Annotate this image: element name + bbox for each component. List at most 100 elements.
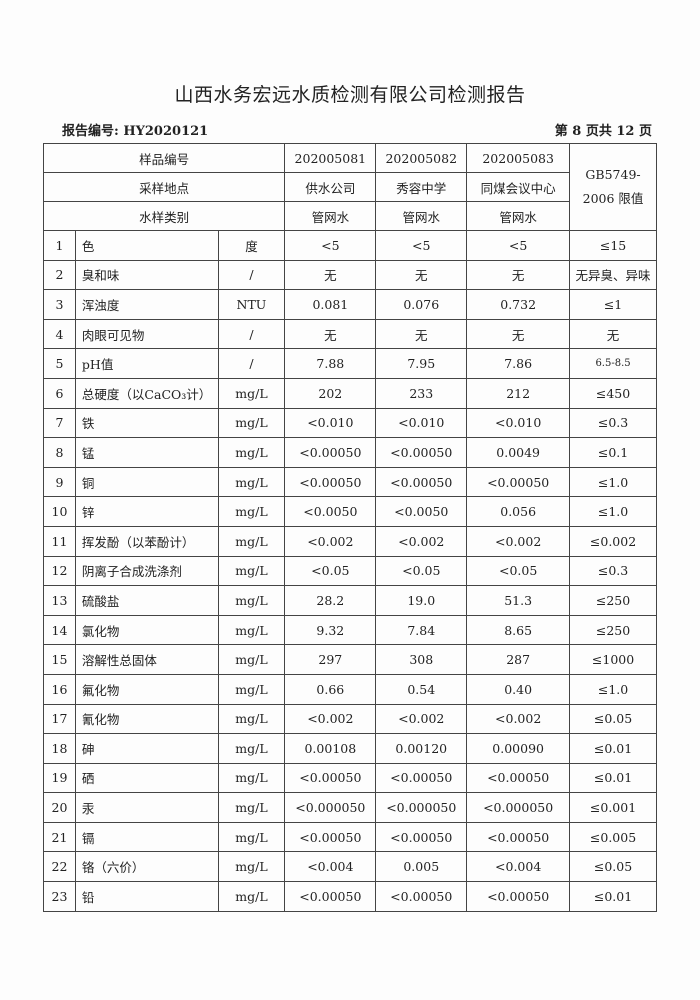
page-info: 第 8 页共 12 页 [554, 124, 652, 139]
limit-value: 6.5-8.5 [569, 348, 657, 379]
limit-value: ≤0.001 [569, 792, 657, 823]
sample-1-value: <0.00050 [284, 821, 377, 853]
parameter-name: 溶解性总固体 [74, 644, 219, 675]
limit-value: ≤450 [569, 377, 657, 409]
unit: mg/L [217, 466, 286, 498]
table-row: 19 硒 mg/L <0.00050 <0.00050 <0.00050 ≤0.01 [43, 762, 657, 794]
sample-no-label: 样品编号 [42, 143, 286, 173]
row-number: 11 [43, 525, 76, 557]
sample-no: 202005083 [466, 143, 571, 173]
unit: mg/L [217, 673, 286, 705]
sample-2-value: <0.00050 [375, 762, 468, 794]
unit: mg/L [217, 555, 286, 587]
sample-3-value: <0.00050 [466, 821, 571, 853]
parameter-name: 浑浊度 [74, 289, 219, 320]
sample-no: 202005081 [284, 143, 377, 173]
sample-2-value: <0.00050 [375, 437, 468, 468]
row-number: 17 [43, 703, 76, 735]
sample-2-value: <0.002 [375, 703, 468, 735]
limit-value: ≤250 [569, 614, 657, 646]
table-row: 9 铜 mg/L <0.00050 <0.00050 <0.00050 ≤1.0 [43, 466, 657, 498]
sample-1-value: 0.081 [284, 289, 377, 320]
sample-3-value: <5 [466, 230, 571, 261]
row-number: 23 [43, 881, 76, 912]
sample-3-value: <0.000050 [466, 792, 571, 823]
sample-1-value: <0.002 [284, 525, 377, 557]
parameter-name: 阴离子合成洗涤剂 [74, 555, 219, 587]
sample-type: 管网水 [375, 201, 468, 231]
sample-1-value: <0.00050 [284, 881, 377, 912]
parameter-name: 氟化物 [74, 673, 219, 705]
table-row: 4 肉眼可见物 / 无无无无 [43, 318, 657, 350]
parameter-name: 砷 [74, 733, 219, 764]
limit-value: ≤0.01 [569, 733, 657, 764]
unit: mg/L [217, 525, 286, 557]
sample-1-value: 202 [284, 377, 377, 409]
limit-value: ≤1000 [569, 644, 657, 675]
sample-1-value: 28.2 [284, 585, 377, 616]
unit: / [217, 259, 286, 291]
table-row: 22 铬（六价） mg/L <0.004 0.005 <0.004 ≤0.05 [43, 851, 657, 883]
results-table: 样品编号 202005081 202005082 202005083 GB574… [42, 143, 657, 912]
unit: mg/L [217, 407, 286, 439]
sample-1-value: 0.66 [284, 673, 377, 705]
table-row: 3 浑浊度 NTU 0.081 0.076 0.732 ≤1 [43, 289, 657, 320]
sample-2-value: 7.95 [375, 348, 468, 379]
sample-3-value: 无 [466, 318, 571, 350]
limit-value: ≤0.002 [569, 525, 657, 557]
sample-location: 供水公司 [284, 172, 377, 202]
sample-1-value: <5 [284, 230, 377, 261]
unit: mg/L [217, 437, 286, 468]
table-row: 16 氟化物 mg/L 0.66 0.54 0.40 ≤1.0 [43, 673, 657, 705]
unit: 度 [217, 230, 286, 261]
header-row-sample-no: 样品编号 202005081 202005082 202005083 GB574… [42, 143, 657, 231]
table-row: 8 锰 mg/L <0.00050 <0.00050 0.0049 ≤0.1 [43, 437, 657, 468]
sample-3-value: <0.00050 [466, 881, 571, 912]
parameter-name: 色 [74, 230, 219, 261]
sample-1-value: 0.00108 [284, 733, 377, 764]
table-row: 10 锌 mg/L <0.0050 <0.0050 0.056 ≤1.0 [43, 496, 657, 527]
sample-1-value: <0.002 [284, 703, 377, 735]
row-number: 3 [43, 289, 76, 320]
sample-location: 同煤会议中心 [466, 172, 571, 202]
sample-2-value: 无 [375, 318, 468, 350]
row-number: 5 [43, 348, 76, 379]
table-row: 5 pH值/7.88 7.95 7.86 6.5-8.5 [43, 348, 657, 379]
limit-value: ≤250 [569, 585, 657, 616]
sample-2-value: <0.00050 [375, 466, 468, 498]
table-row: 21 镉 mg/L <0.00050 <0.00050 <0.00050 ≤0.005 [43, 821, 657, 853]
table-row: 13 硫酸盐 mg/L 28.2 19.0 51.3 ≤250 [43, 585, 657, 616]
row-number: 9 [43, 466, 76, 498]
sample-1-value: 297 [284, 644, 377, 675]
sample-3-value: 8.65 [466, 614, 571, 646]
sample-3-value: 287 [466, 644, 571, 675]
table-row: 12 阴离子合成洗涤剂 mg/L <0.05 <0.05 <0.05 ≤0.3 [43, 555, 657, 587]
parameter-name: pH值 [74, 348, 219, 379]
limit-value: ≤1 [569, 289, 657, 320]
sample-3-value: <0.010 [466, 407, 571, 439]
sample-2-value: <0.002 [375, 525, 468, 557]
parameter-name: 镉 [74, 821, 219, 853]
row-number: 19 [43, 762, 76, 794]
limit-value: ≤0.01 [569, 762, 657, 794]
sample-2-value: 无 [375, 259, 468, 291]
sample-2-value: <0.010 [375, 407, 468, 439]
sample-1-value: 无 [284, 318, 377, 350]
unit: NTU [217, 289, 286, 320]
row-number: 16 [43, 673, 76, 705]
table-row: 14 氯化物 mg/L 9.32 7.84 8.65 ≤250 [43, 614, 657, 646]
sample-3-value: 无 [466, 259, 571, 291]
sample-location: 秀容中学 [375, 172, 468, 202]
location-label: 采样地点 [42, 172, 286, 202]
limit-value: ≤1.0 [569, 466, 657, 498]
parameter-name: 硫酸盐 [74, 585, 219, 616]
row-number: 6 [43, 377, 76, 409]
row-number: 12 [43, 555, 76, 587]
row-number: 10 [43, 496, 76, 527]
unit: / [217, 318, 286, 350]
parameter-name: 锰 [74, 437, 219, 468]
sample-3-value: <0.00050 [466, 466, 571, 498]
sample-3-value: 0.40 [466, 673, 571, 705]
sample-2-value: 19.0 [375, 585, 468, 616]
row-number: 7 [43, 407, 76, 439]
